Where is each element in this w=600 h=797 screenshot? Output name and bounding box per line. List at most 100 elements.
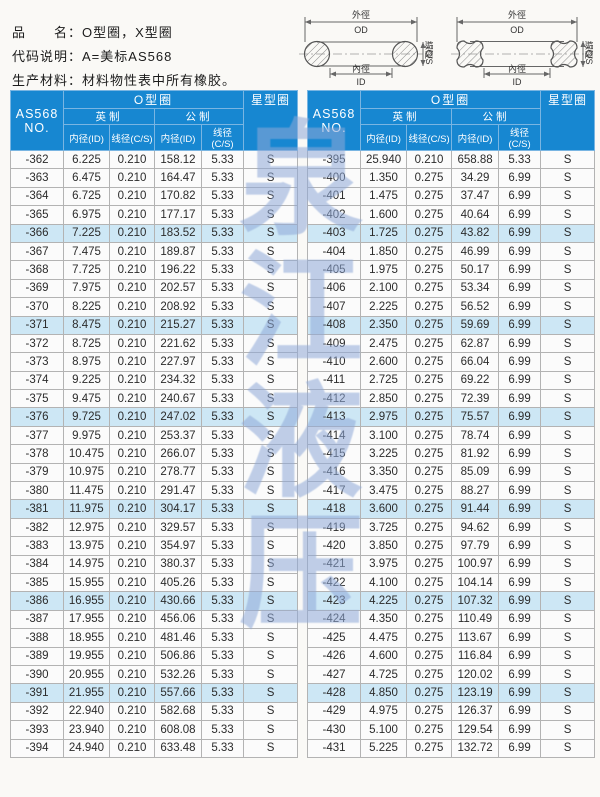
cell: S (540, 481, 596, 501)
cell: 21.955 (63, 683, 110, 703)
cell: S (540, 149, 596, 170)
cell: -423 (307, 591, 362, 611)
cell: -369 (10, 278, 64, 299)
cell: -414 (307, 425, 362, 446)
cell: 5.225 (360, 738, 408, 758)
cell: 0.275 (406, 241, 453, 262)
cell: 6.99 (498, 499, 542, 519)
cell: 0.275 (406, 352, 453, 372)
cell: -412 (307, 389, 362, 409)
cell: S (243, 554, 299, 574)
material-label: 生产材料： (12, 73, 83, 88)
cell: -366 (10, 223, 64, 243)
cell: 62.87 (451, 333, 500, 354)
cell: 4.975 (360, 701, 408, 722)
table-row: -407 2.225 0.275 56.52 6.99 S (307, 297, 596, 317)
cell: -370 (10, 297, 64, 317)
cell: 1.725 (360, 223, 408, 243)
cell: S (243, 536, 299, 556)
cell: 0.210 (109, 701, 155, 722)
cell: 85.09 (451, 462, 500, 483)
code-value: A=美标AS568 (82, 49, 173, 64)
cell: S (243, 444, 299, 464)
cell: 5.33 (200, 701, 245, 722)
cell: 1.850 (360, 241, 408, 262)
cell: 10.975 (63, 462, 110, 483)
cell: S (540, 720, 596, 740)
cell: S (540, 554, 596, 574)
cell: 6.975 (63, 205, 110, 225)
cell: -386 (10, 591, 64, 611)
col-header-oring: O型圈 (360, 90, 542, 109)
cell: 5.33 (200, 572, 245, 593)
col-header-as568: AS568 NO. (307, 90, 362, 151)
cell: 88.27 (451, 481, 500, 501)
table-row: -362 6.225 0.210 158.12 5.33 S (10, 149, 299, 170)
cell: -419 (307, 517, 362, 538)
cell: 6.99 (498, 720, 542, 740)
cell: 354.97 (154, 536, 202, 556)
cell: 8.975 (63, 352, 110, 372)
cell: -374 (10, 370, 64, 391)
cell: 104.14 (451, 572, 500, 593)
cell: 6.99 (498, 517, 542, 538)
cell: -401 (307, 186, 362, 207)
table-row: -409 2.475 0.275 62.87 6.99 S (307, 333, 596, 354)
table-row: -431 5.225 0.275 132.72 6.99 S (307, 738, 596, 758)
cell: S (243, 333, 299, 354)
cell: 202.57 (154, 278, 202, 299)
cell: 0.210 (109, 425, 155, 446)
table-row: -370 8.225 0.210 208.92 5.33 S (10, 297, 299, 317)
cell: S (540, 628, 596, 648)
cell: -425 (307, 628, 362, 648)
table-row: -376 9.725 0.210 247.02 5.33 S (10, 407, 299, 427)
table-row: -427 4.725 0.275 120.02 6.99 S (307, 664, 596, 685)
cell: 0.275 (406, 536, 453, 556)
cell: 123.19 (451, 683, 500, 703)
cell: 5.33 (200, 407, 245, 427)
cell: 34.29 (451, 168, 500, 188)
cell: S (243, 241, 299, 262)
cell: 16.955 (63, 591, 110, 611)
cell: -421 (307, 554, 362, 574)
cell: S (540, 462, 596, 483)
cell: 5.33 (200, 333, 245, 354)
cell: 291.47 (154, 481, 202, 501)
table-row: -394 24.940 0.210 633.48 5.33 S (10, 738, 299, 758)
cell: 5.33 (200, 683, 245, 703)
od-label: OD (354, 25, 368, 35)
id-label: ID (513, 77, 523, 87)
table-row: -419 3.725 0.275 94.62 6.99 S (307, 517, 596, 538)
cell: S (540, 701, 596, 722)
table-row: -380 11.475 0.210 291.47 5.33 S (10, 481, 299, 501)
cross-section-diagrams: 外徑 OD 內徑 ID 線徑 C/S (297, 2, 593, 88)
cell: 0.210 (109, 683, 155, 703)
table-row: -411 2.725 0.275 69.22 6.99 S (307, 370, 596, 391)
col-header-metric: 公制 (451, 108, 542, 125)
cell: 0.275 (406, 499, 453, 519)
cell: -405 (307, 260, 362, 280)
cell: 221.62 (154, 333, 202, 354)
cs-label: C/S (424, 49, 433, 64)
cell: 0.275 (406, 260, 453, 280)
cell: 0.275 (406, 591, 453, 611)
cell: 5.33 (200, 389, 245, 409)
cell: 5.33 (200, 149, 245, 170)
cell: 658.88 (451, 149, 500, 170)
cell: 0.210 (109, 664, 155, 685)
cell: -375 (10, 389, 64, 409)
page-header: 品 名：O型圈，X型圈 代码说明：A=美标AS568 生产材料：材料物性表中所有… (0, 0, 600, 88)
cell: 158.12 (154, 149, 202, 170)
cs-label-cn: 線徑 (584, 41, 593, 59)
cell: 10.475 (63, 444, 110, 464)
cell: 253.37 (154, 425, 202, 446)
col-header-cs-metric: 线径(C/S) (498, 124, 542, 151)
o-ring-section-left (303, 40, 331, 68)
cell: 17.955 (63, 609, 110, 630)
cell: -384 (10, 554, 64, 574)
cell: 13.975 (63, 536, 110, 556)
cell: 129.54 (451, 720, 500, 740)
cell: 0.210 (109, 352, 155, 372)
table-row: -404 1.850 0.275 46.99 6.99 S (307, 241, 596, 262)
cell: 15.955 (63, 572, 110, 593)
